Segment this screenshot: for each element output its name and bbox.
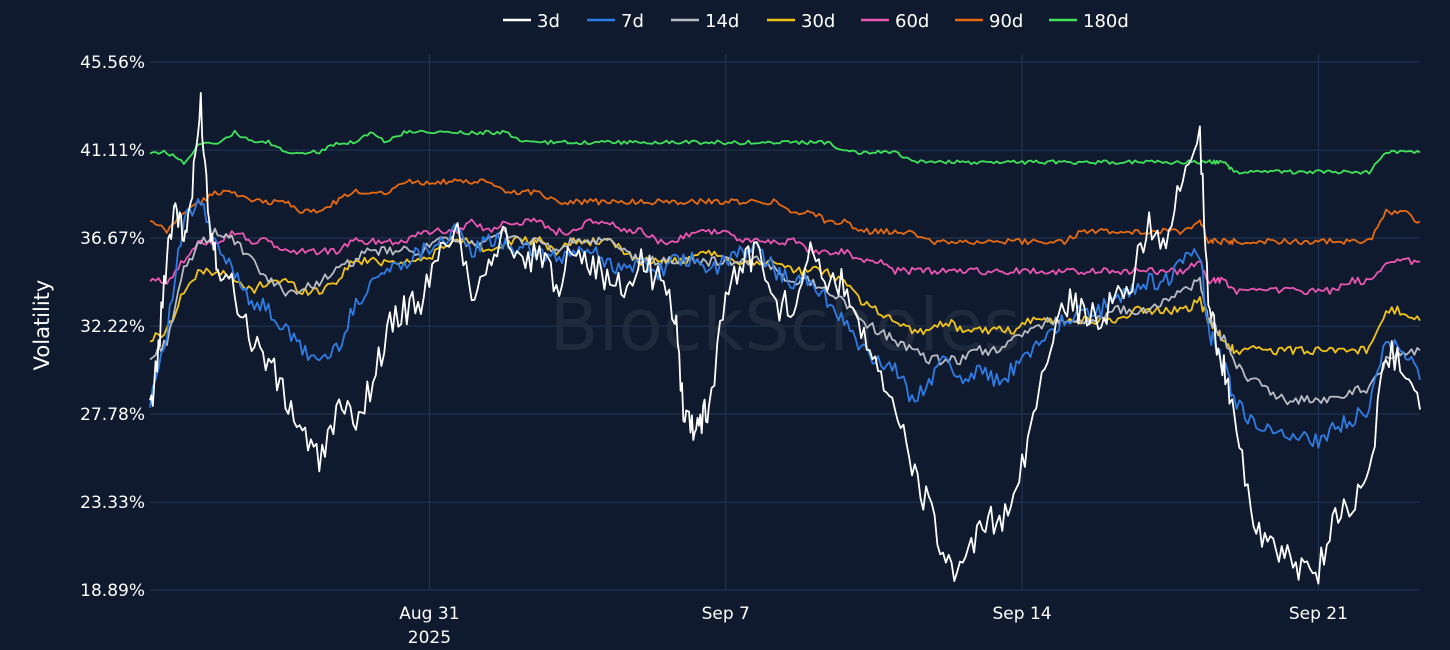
grid — [150, 54, 1420, 591]
series-line-14d — [149, 227, 1421, 406]
y-tick-label: 32.22% — [80, 317, 145, 337]
y-tick-label: 36.67% — [80, 229, 145, 249]
series-line-60d — [149, 217, 1421, 296]
y-axis-title: Volatility — [30, 280, 54, 371]
y-tick-label: 27.78% — [80, 405, 145, 425]
legend-label-60d: 60d — [895, 11, 929, 32]
legend-label-3d: 3d — [537, 11, 560, 32]
x-axis: Aug 31 2025 Sep 7 Sep 14 Sep 21 — [399, 604, 1348, 648]
series-line-3d — [149, 92, 1421, 585]
x-tick-label: Sep 21 — [1289, 604, 1348, 624]
y-tick-label: 23.33% — [80, 493, 145, 513]
x-tick-sublabel: 2025 — [408, 628, 451, 648]
series-line-30d — [149, 235, 1421, 356]
series-line-180d — [149, 129, 1421, 175]
y-tick-label: 45.56% — [80, 53, 145, 73]
legend-label-14d: 14d — [705, 11, 739, 32]
x-tick-label: Sep 14 — [993, 604, 1052, 624]
x-tick-label: Aug 31 — [399, 604, 459, 624]
x-tick-label: Sep 7 — [702, 604, 750, 624]
y-axis: 18.89% 23.33% 27.78% 32.22% 36.67% 41.11% 45.5… — [80, 53, 145, 601]
series-line-90d — [149, 178, 1421, 246]
y-tick-label: 18.89% — [80, 581, 145, 601]
legend: 3d 7d 14d 30d 60d 90d 180d — [503, 11, 1129, 32]
legend-label-90d: 90d — [989, 11, 1023, 32]
legend-label-7d: 7d — [621, 11, 644, 32]
legend-label-30d: 30d — [801, 11, 835, 32]
series-lines — [149, 92, 1421, 585]
y-tick-label: 41.11% — [80, 141, 145, 161]
legend-label-180d: 180d — [1083, 11, 1129, 32]
